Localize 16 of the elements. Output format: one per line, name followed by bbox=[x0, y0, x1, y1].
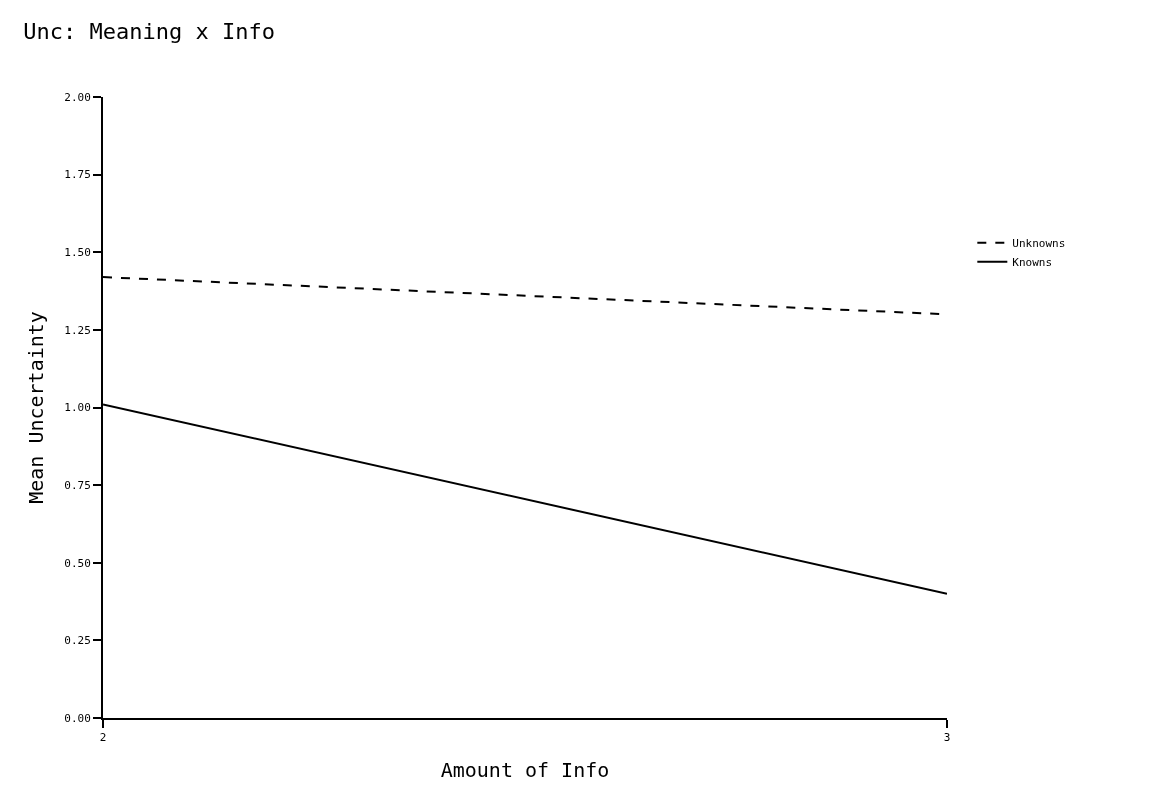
x-tick-label: 3 bbox=[943, 731, 951, 745]
y-tick-label: 1.00 bbox=[64, 401, 91, 415]
chart-title: Unc: Meaning x Info bbox=[23, 19, 275, 45]
y-tick-label: 2.00 bbox=[64, 90, 91, 104]
y-tick-label: 0.75 bbox=[64, 478, 91, 492]
legend-label: Unknowns bbox=[1012, 237, 1066, 251]
y-tick-label: 0.25 bbox=[64, 634, 91, 648]
y-tick-label: 1.25 bbox=[64, 323, 91, 337]
y-tick-label: 1.50 bbox=[64, 246, 91, 260]
x-tick-label: 2 bbox=[99, 731, 107, 745]
x-axis-title: Amount of Info bbox=[440, 758, 610, 783]
y-tick-label: 0.50 bbox=[64, 556, 91, 570]
legend-label: Knowns bbox=[1012, 256, 1053, 270]
y-tick-label: 0.00 bbox=[64, 711, 91, 725]
y-axis-title: Mean Uncertainty bbox=[24, 311, 49, 504]
y-tick-label: 1.75 bbox=[64, 168, 91, 182]
